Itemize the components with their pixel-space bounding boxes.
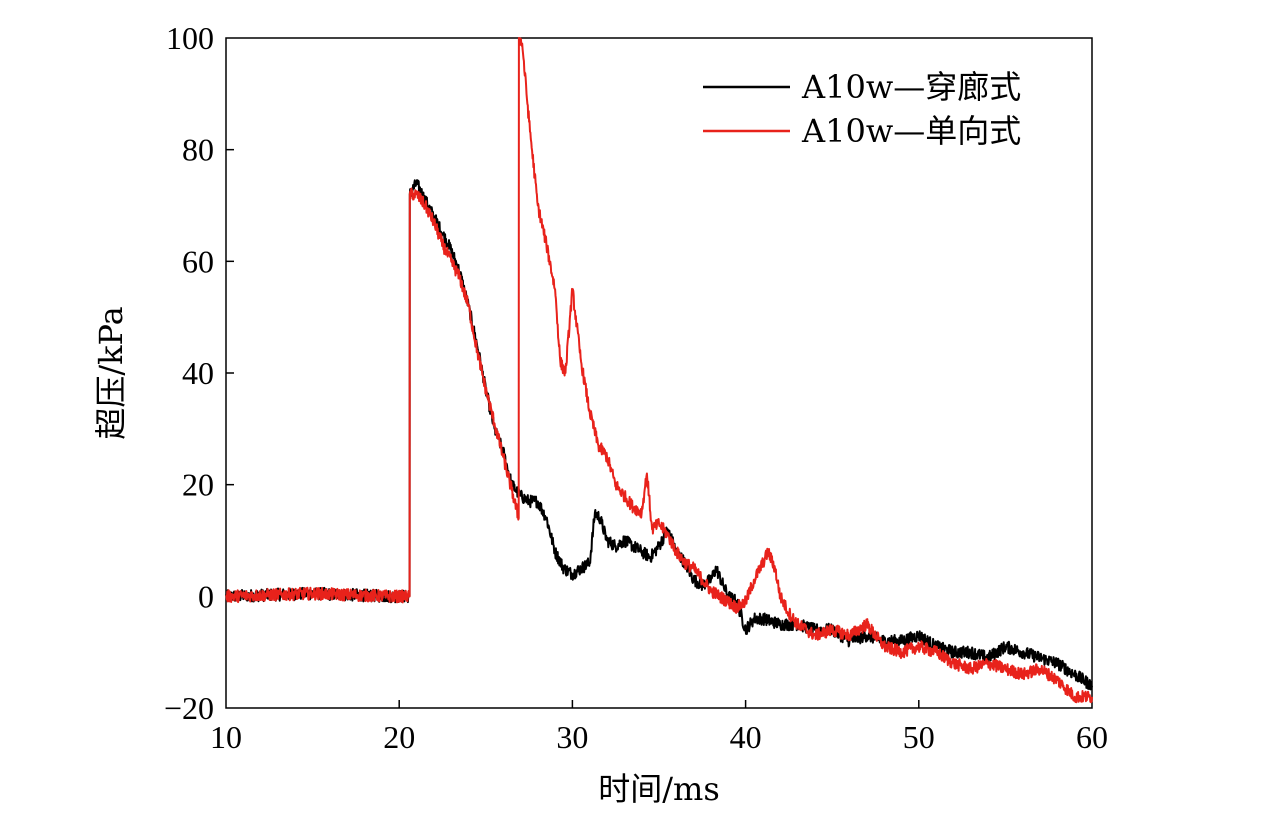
y-tick-label: 80 — [182, 132, 214, 168]
y-tick-label: 40 — [182, 355, 214, 391]
y-tick-label: 0 — [198, 578, 214, 614]
x-tick-label: 20 — [383, 719, 415, 755]
x-tick-label: 60 — [1076, 719, 1108, 755]
y-tick-label: 100 — [166, 20, 214, 56]
series-line-2 — [225, 37, 1093, 704]
legend-label-1: A10w—穿廊式 — [801, 68, 1021, 106]
legend-label-2: A10w—单向式 — [801, 112, 1021, 150]
y-tick-label: 60 — [182, 243, 214, 279]
x-tick-label: 40 — [730, 719, 762, 755]
ticks-layer: 10 20 30 40 50 60 −20 0 20 40 60 80 100 — [164, 20, 1108, 755]
x-tick-label: 50 — [903, 719, 935, 755]
x-axis-title: 时间/ms — [598, 770, 720, 808]
y-tick-label: −20 — [164, 690, 214, 726]
x-tick-label: 10 — [210, 719, 242, 755]
series-layer — [225, 37, 1093, 704]
legend: A10w—穿廊式 A10w—单向式 — [703, 68, 1021, 150]
series-line-1 — [225, 179, 1093, 691]
y-tick-label: 20 — [182, 467, 214, 503]
y-axis-title: 超压/kPa — [92, 306, 130, 439]
x-tick-label: 30 — [556, 719, 588, 755]
